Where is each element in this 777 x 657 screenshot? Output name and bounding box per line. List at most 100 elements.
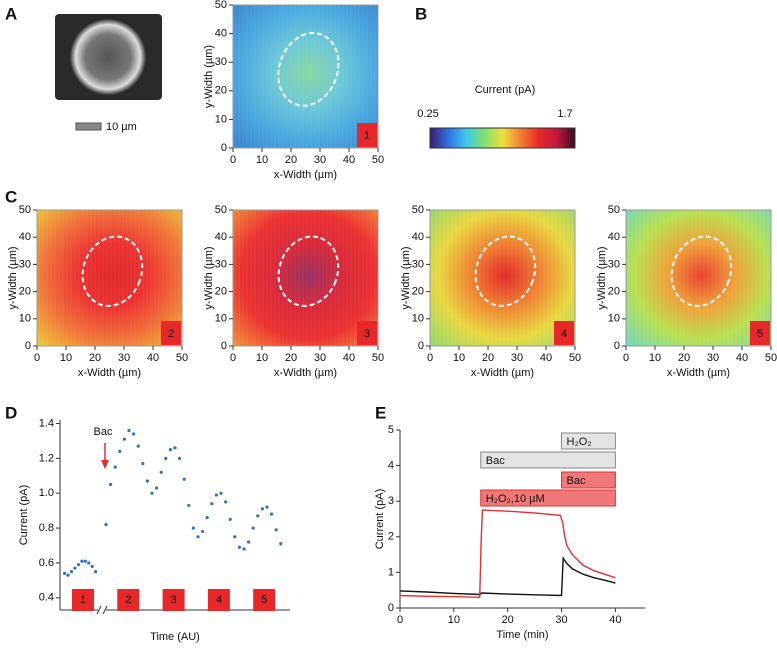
y-axis-label: y-Width (µm)	[203, 45, 215, 108]
data-point	[196, 535, 200, 539]
y-tick-label: 30	[412, 258, 424, 270]
data-point	[219, 491, 223, 495]
cell-outline	[474, 235, 537, 307]
data-point	[104, 522, 108, 527]
scale-bar	[75, 122, 102, 131]
data-point	[242, 547, 246, 551]
data-point	[83, 559, 87, 563]
y-tick-label: 1.2	[39, 452, 54, 464]
x-tick-label: 40	[609, 614, 621, 626]
x-tick-label: 20	[502, 614, 514, 626]
y-tick-label: 0	[614, 340, 620, 352]
data-point	[228, 517, 232, 521]
x-tick-label: 50	[372, 352, 384, 364]
x-tick-label: 40	[343, 154, 355, 166]
cell-outline	[277, 235, 340, 307]
x-tick-label: 30	[314, 154, 326, 166]
y-tick-label: 20	[215, 286, 227, 298]
axis-break	[102, 605, 108, 615]
x-tick-label: 10	[256, 154, 268, 166]
data-point	[150, 491, 154, 495]
x-tick-label: 30	[511, 352, 523, 364]
y-tick-label: 30	[215, 56, 227, 68]
data-point	[63, 571, 67, 575]
x-axis-label: x-Width (µm)	[667, 367, 730, 379]
treatment-label: Bac	[486, 455, 505, 467]
data-point	[76, 563, 80, 567]
y-tick-label: 40	[215, 28, 227, 40]
y-tick-label: 2	[388, 531, 394, 543]
x-tick-label: 10	[256, 352, 268, 364]
y-tick-label: 20	[19, 286, 31, 298]
x-tick-label: 10	[448, 614, 460, 626]
x-tick-label: 10	[60, 352, 72, 364]
badge-label: 1	[80, 594, 86, 606]
data-point	[260, 507, 264, 511]
y-tick-label: 4	[388, 460, 394, 472]
treatment-bar	[561, 432, 616, 450]
heatmap	[430, 210, 575, 346]
panel-label: E	[375, 403, 386, 422]
x-axis-label: Time (min)	[496, 629, 548, 641]
data-point	[145, 479, 149, 483]
badge-label: 3	[364, 328, 370, 340]
x-tick-label: 30	[707, 352, 719, 364]
badge-label: 4	[561, 328, 567, 340]
data-point	[233, 535, 237, 539]
x-tick-label: 50	[765, 352, 777, 364]
annotation: Bac	[94, 426, 113, 438]
data-point	[90, 564, 94, 569]
x-tick-label: 50	[176, 352, 188, 364]
y-axis-label: Current (pA)	[18, 485, 30, 546]
badge-label: 3	[171, 594, 177, 606]
treatment-label: H₂O₂	[567, 436, 592, 448]
frame	[36, 209, 183, 347]
data-point	[256, 514, 260, 518]
frame	[429, 209, 576, 347]
y-tick-label: 50	[215, 204, 227, 216]
y-tick-label: 30	[608, 258, 620, 270]
frame	[232, 4, 379, 149]
data-point	[178, 456, 182, 460]
data-point	[66, 573, 70, 577]
data-point	[182, 477, 186, 481]
data-point	[87, 561, 91, 565]
x-tick-label: 0	[623, 352, 629, 364]
y-tick-label: 40	[412, 231, 424, 243]
scale-bar-label: 10 µm	[106, 121, 137, 133]
x-tick-label: 50	[372, 154, 384, 166]
y-tick-label: 10	[215, 313, 227, 325]
data-line	[399, 509, 616, 599]
data-point	[73, 566, 77, 570]
x-tick-label: 0	[427, 352, 433, 364]
treatment-bar	[480, 451, 616, 469]
y-tick-label: 40	[19, 231, 31, 243]
badge	[72, 589, 94, 611]
y-tick-label: 40	[608, 231, 620, 243]
data-point	[155, 486, 159, 490]
x-tick-label: 0	[34, 352, 40, 364]
annotation-arrowhead	[101, 460, 109, 469]
cell-outline	[277, 32, 340, 107]
badge	[207, 589, 230, 611]
y-axis-label: y-Width (µm)	[596, 246, 608, 309]
frame	[232, 209, 379, 347]
data-point	[173, 446, 177, 450]
data-point	[237, 545, 241, 549]
treatment-label: Bac	[567, 475, 586, 487]
x-axis-label: x-Width (µm)	[471, 367, 534, 379]
data-point	[201, 529, 205, 534]
treatment-label: H₂O₂,10 µM	[486, 493, 545, 505]
data-point	[270, 512, 274, 516]
data-point	[224, 500, 228, 504]
colorbar-label: Current (pA)	[475, 84, 536, 96]
y-tick-label: 0	[418, 340, 424, 352]
axis-break	[96, 605, 102, 615]
y-tick-label: 30	[19, 258, 31, 270]
x-tick-label: 30	[118, 352, 130, 364]
cell-outline	[81, 235, 144, 307]
heatmap	[233, 210, 378, 346]
badge-label: 2	[125, 594, 131, 606]
y-axis-label: y-Width (µm)	[400, 246, 412, 309]
y-tick-label: 20	[608, 286, 620, 298]
